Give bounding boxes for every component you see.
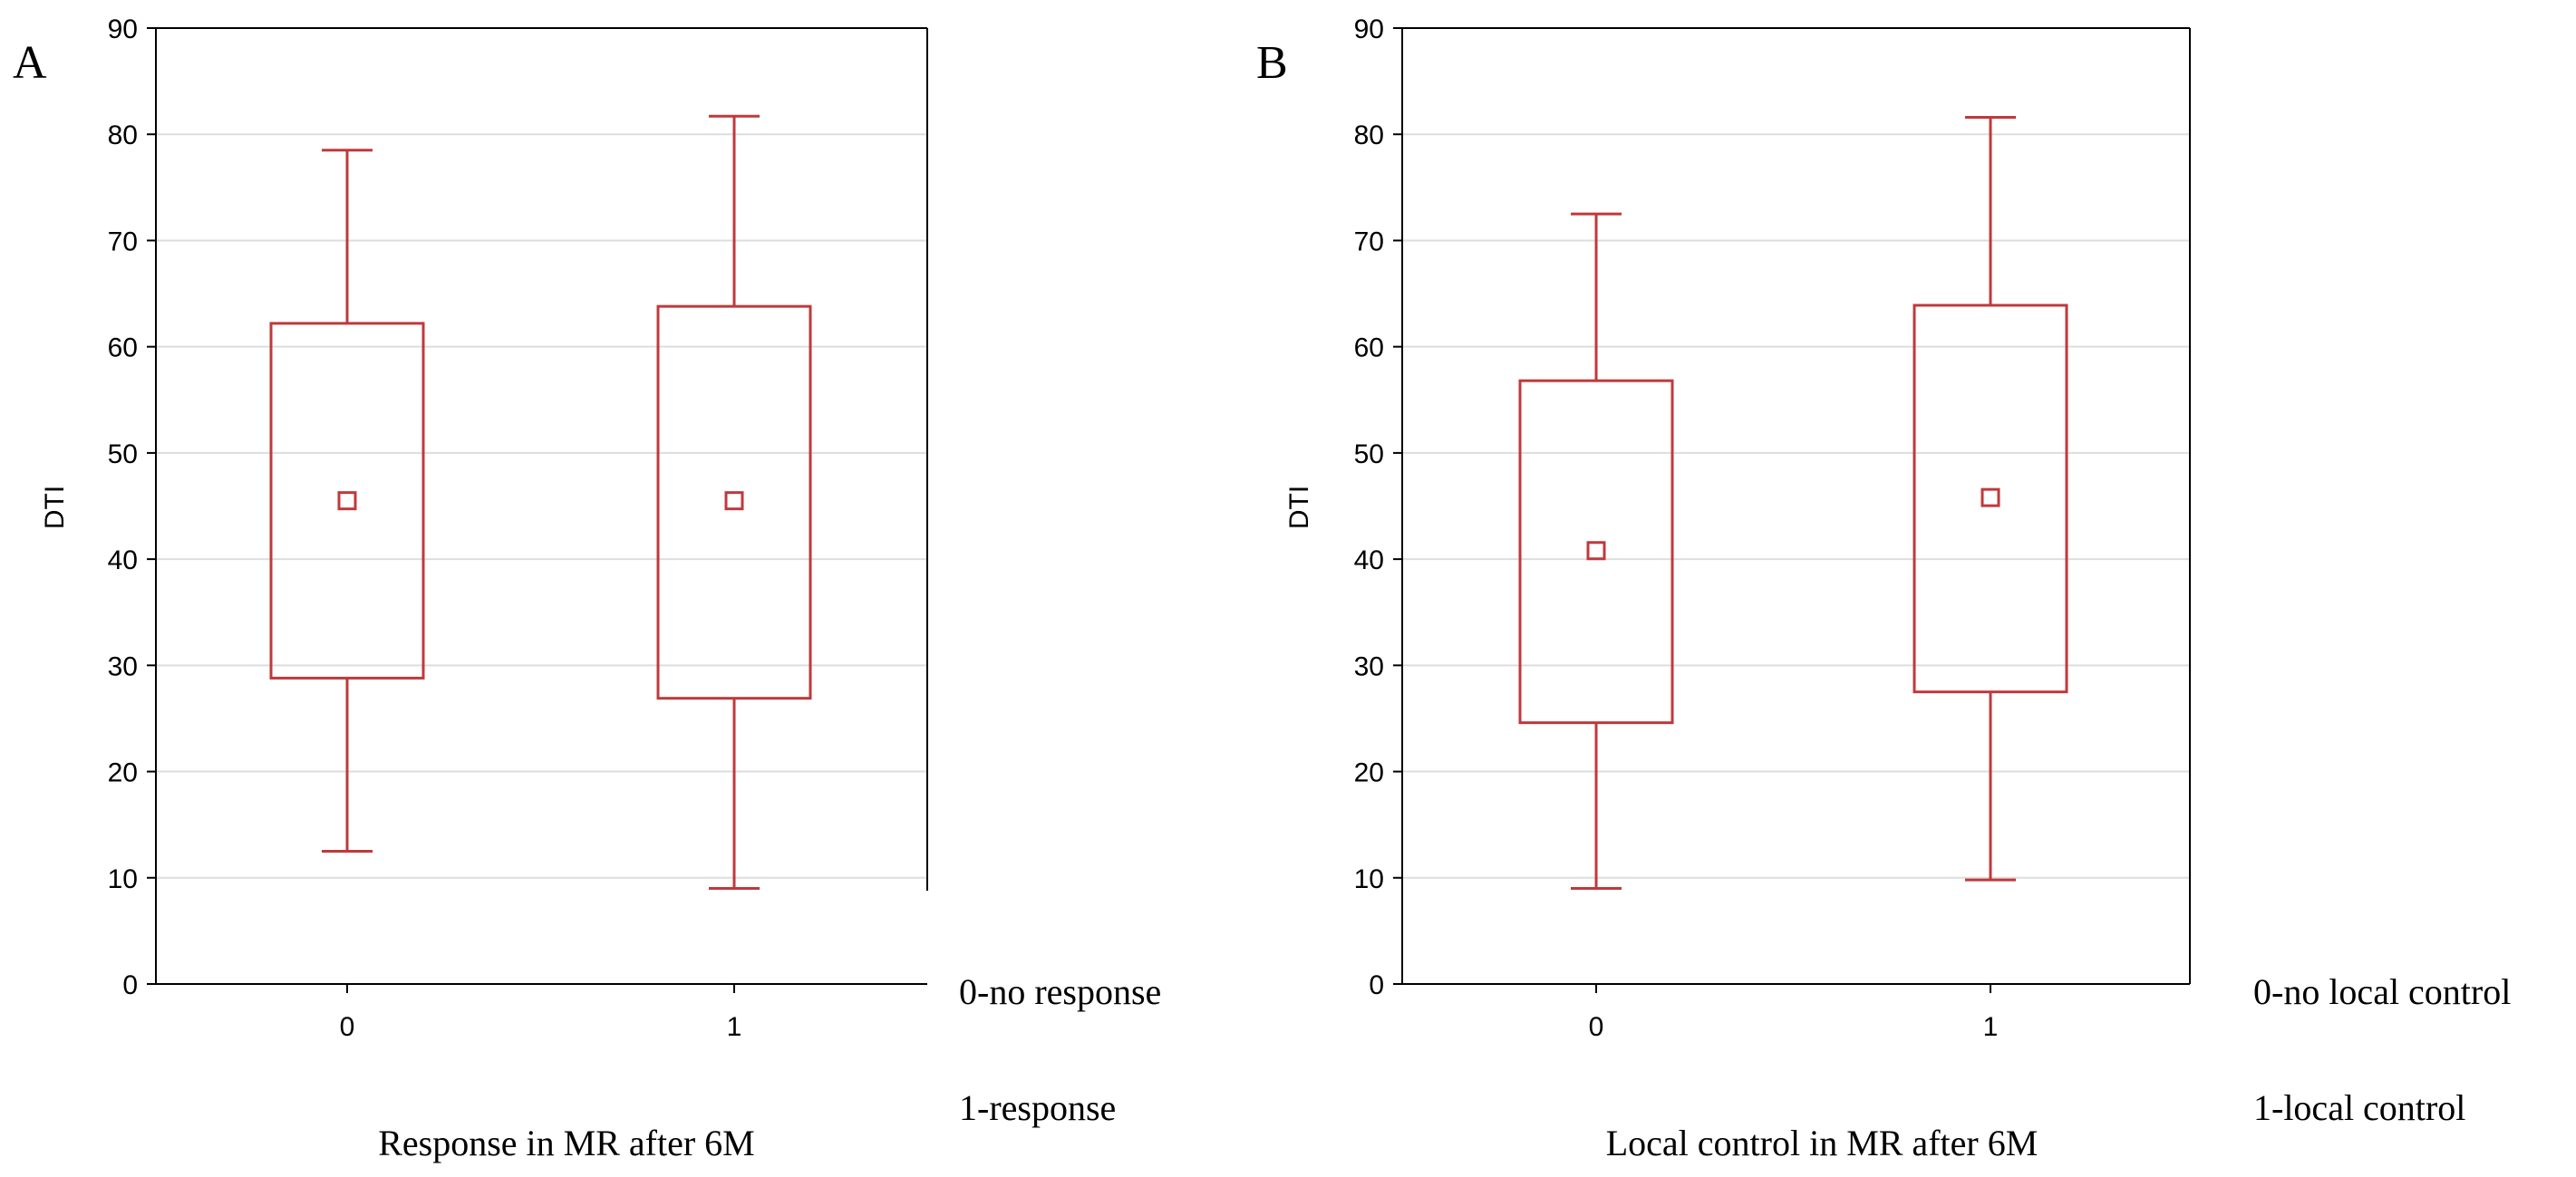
panel-b-legend-line-1: 1-local control xyxy=(2253,1087,2465,1128)
panel-b-y-tick-label: 90 xyxy=(1354,14,1384,44)
panel-b-y-tick-label: 80 xyxy=(1354,121,1384,150)
panel-b-y-tick-label: 10 xyxy=(1354,864,1384,894)
panel-a: A DTI Response in MR after 6M 0-no respo… xyxy=(13,14,1161,1163)
panel-b-y-tick-label: 50 xyxy=(1354,439,1384,469)
panel-a-legend-line-0: 0-no response xyxy=(959,971,1161,1012)
panel-a-y-tick-label: 80 xyxy=(108,121,138,150)
panel-a-y-tick-label: 10 xyxy=(108,864,138,894)
panel-a-legend-line-1: 1-response xyxy=(959,1087,1116,1128)
panel-b-x-axis-title: Local control in MR after 6M xyxy=(1606,1123,2039,1163)
panel-b: B DTI Local control in MR after 6M 0-no … xyxy=(1256,14,2511,1163)
panel-b-y-tick-label: 70 xyxy=(1354,227,1384,256)
panel-b-y-axis-title: DTI xyxy=(1284,486,1314,529)
panel-a-box xyxy=(656,304,812,700)
panel-a-y-tick-label: 40 xyxy=(108,545,138,575)
panel-a-x-axis-title: Response in MR after 6M xyxy=(378,1123,755,1163)
panel-a-y-tick-label: 30 xyxy=(108,651,138,681)
panel-a-y-tick-label: 90 xyxy=(108,14,138,44)
panel-a-y-tick-label: 0 xyxy=(122,970,138,1000)
panel-a-y-tick-label: 50 xyxy=(108,439,138,469)
panel-b-x-tick-label: 0 xyxy=(1589,1012,1604,1042)
panel-b-y-tick-label: 0 xyxy=(1369,970,1384,1000)
panel-a-x-tick-label: 0 xyxy=(340,1012,355,1042)
panel-a-box xyxy=(269,322,425,680)
panel-a-y-tick-label: 70 xyxy=(108,227,138,256)
panel-b-box xyxy=(1518,379,1674,725)
panel-b-y-tick-label: 30 xyxy=(1354,651,1384,681)
panel-a-y-tick-label: 20 xyxy=(108,758,138,788)
panel-b-y-tick-label: 40 xyxy=(1354,545,1384,575)
panel-a-letter: A xyxy=(13,37,47,89)
panel-a-center-marker xyxy=(337,491,357,511)
panel-b-x-tick-label: 1 xyxy=(1983,1012,1999,1042)
panel-b-center-marker xyxy=(1980,487,2000,507)
panel-b-center-marker xyxy=(1586,541,1606,561)
panel-b-box xyxy=(1913,304,2068,694)
panel-b-letter: B xyxy=(1256,37,1288,89)
panel-b-legend-line-0: 0-no local control xyxy=(2253,971,2511,1012)
panel-a-center-marker xyxy=(724,491,744,511)
panel-b-y-tick-label: 20 xyxy=(1354,758,1384,788)
panel-a-x-tick-label: 1 xyxy=(727,1012,742,1042)
panel-a-y-axis-title: DTI xyxy=(40,486,70,529)
panel-a-y-tick-label: 60 xyxy=(108,333,138,363)
panel-b-y-tick-label: 60 xyxy=(1354,333,1384,363)
